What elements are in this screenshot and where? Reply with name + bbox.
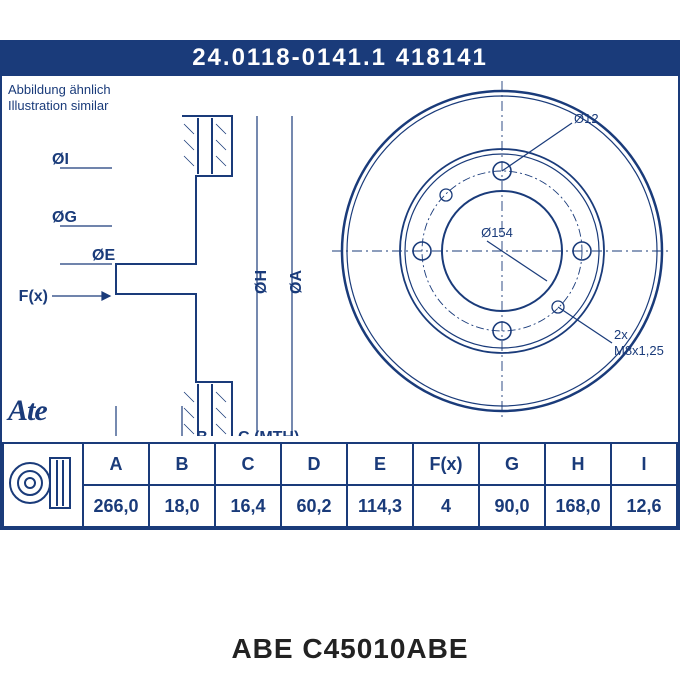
val-E: 114,3 (347, 485, 413, 527)
val-C: 16,4 (215, 485, 281, 527)
dim-A: ØA (288, 270, 305, 294)
col-F: F(x) (413, 443, 479, 485)
val-H: 168,0 (545, 485, 611, 527)
thread-count-label: 2x (614, 327, 628, 342)
col-D: D (281, 443, 347, 485)
ate-logo: Ate (8, 394, 47, 428)
product-code: ABE C45010ABE (0, 633, 700, 665)
dim-I: ØI (52, 151, 69, 168)
center-dia-label: Ø154 (481, 225, 513, 240)
val-B: 18,0 (149, 485, 215, 527)
dim-E: ØE (92, 247, 115, 264)
val-G: 90,0 (479, 485, 545, 527)
col-I: I (611, 443, 677, 485)
table-value-row: 266,0 18,0 16,4 60,2 114,3 4 90,0 168,0 … (3, 485, 677, 527)
table-icon-cell (3, 443, 83, 527)
dimension-table: A B C D E F(x) G H I 266,0 18,0 16,4 60,… (2, 442, 678, 528)
technical-drawing-frame: 24.0118-0141.1 418141 Abbildung ähnlich … (0, 40, 680, 530)
dim-G: ØG (52, 209, 77, 226)
part-number-header: 24.0118-0141.1 418141 (0, 40, 680, 76)
val-A: 266,0 (83, 485, 149, 527)
col-E: E (347, 443, 413, 485)
val-F: 4 (413, 485, 479, 527)
col-A: A (83, 443, 149, 485)
col-C: C (215, 443, 281, 485)
col-B: B (149, 443, 215, 485)
dim-C: C (MTH) (238, 429, 299, 436)
val-D: 60,2 (281, 485, 347, 527)
table-header-row: A B C D E F(x) G H I (3, 443, 677, 485)
dim-B: B (196, 429, 208, 436)
col-G: G (479, 443, 545, 485)
bore-dia-label: Ø12 (574, 111, 599, 126)
dim-Fx: F(x) (19, 288, 48, 305)
thread-spec-label: M8x1,25 (614, 343, 664, 358)
col-H: H (545, 443, 611, 485)
val-I: 12,6 (611, 485, 677, 527)
dim-H: ØH (253, 270, 270, 294)
